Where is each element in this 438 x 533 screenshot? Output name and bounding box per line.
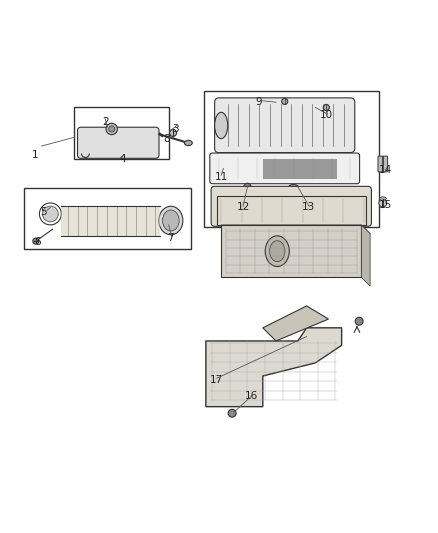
Circle shape: [323, 104, 329, 110]
Ellipse shape: [265, 236, 290, 266]
Ellipse shape: [289, 184, 298, 189]
Circle shape: [106, 123, 117, 135]
Bar: [204, 91, 379, 227]
Polygon shape: [221, 225, 361, 278]
Circle shape: [33, 238, 39, 244]
Circle shape: [355, 317, 363, 325]
Ellipse shape: [159, 206, 183, 235]
Text: 4: 4: [119, 154, 126, 164]
Polygon shape: [263, 306, 328, 341]
Ellipse shape: [162, 210, 179, 231]
Text: 3: 3: [172, 124, 179, 134]
Text: 7: 7: [167, 233, 174, 243]
FancyBboxPatch shape: [217, 197, 366, 225]
Circle shape: [282, 98, 288, 104]
Bar: [74, 107, 169, 159]
FancyBboxPatch shape: [378, 156, 388, 172]
Text: 1: 1: [32, 150, 39, 160]
FancyBboxPatch shape: [215, 98, 355, 152]
Polygon shape: [219, 221, 359, 225]
FancyBboxPatch shape: [78, 127, 159, 158]
Ellipse shape: [379, 199, 387, 207]
Polygon shape: [221, 225, 370, 233]
Text: 11: 11: [215, 172, 228, 182]
Circle shape: [170, 130, 177, 136]
Text: 5: 5: [40, 207, 47, 217]
Polygon shape: [61, 206, 160, 236]
Circle shape: [42, 206, 58, 222]
Text: 2: 2: [102, 117, 109, 127]
Circle shape: [244, 183, 251, 190]
Ellipse shape: [215, 112, 228, 139]
Polygon shape: [361, 225, 370, 286]
Text: 16: 16: [245, 391, 258, 401]
FancyBboxPatch shape: [211, 187, 371, 226]
Bar: [263, 159, 337, 179]
Circle shape: [109, 126, 115, 132]
Text: 6: 6: [34, 237, 41, 247]
Text: 14: 14: [379, 165, 392, 175]
Text: 10: 10: [320, 110, 333, 120]
Circle shape: [228, 409, 236, 417]
Bar: [24, 188, 191, 249]
Text: 17: 17: [210, 375, 223, 385]
FancyBboxPatch shape: [210, 153, 360, 184]
Ellipse shape: [184, 140, 192, 146]
Ellipse shape: [269, 241, 285, 262]
Text: 9: 9: [255, 97, 262, 107]
Ellipse shape: [379, 197, 386, 200]
Text: 12: 12: [237, 203, 250, 212]
Polygon shape: [206, 328, 342, 407]
Text: 15: 15: [379, 200, 392, 210]
Text: 13: 13: [302, 203, 315, 212]
Text: 8: 8: [163, 134, 170, 144]
